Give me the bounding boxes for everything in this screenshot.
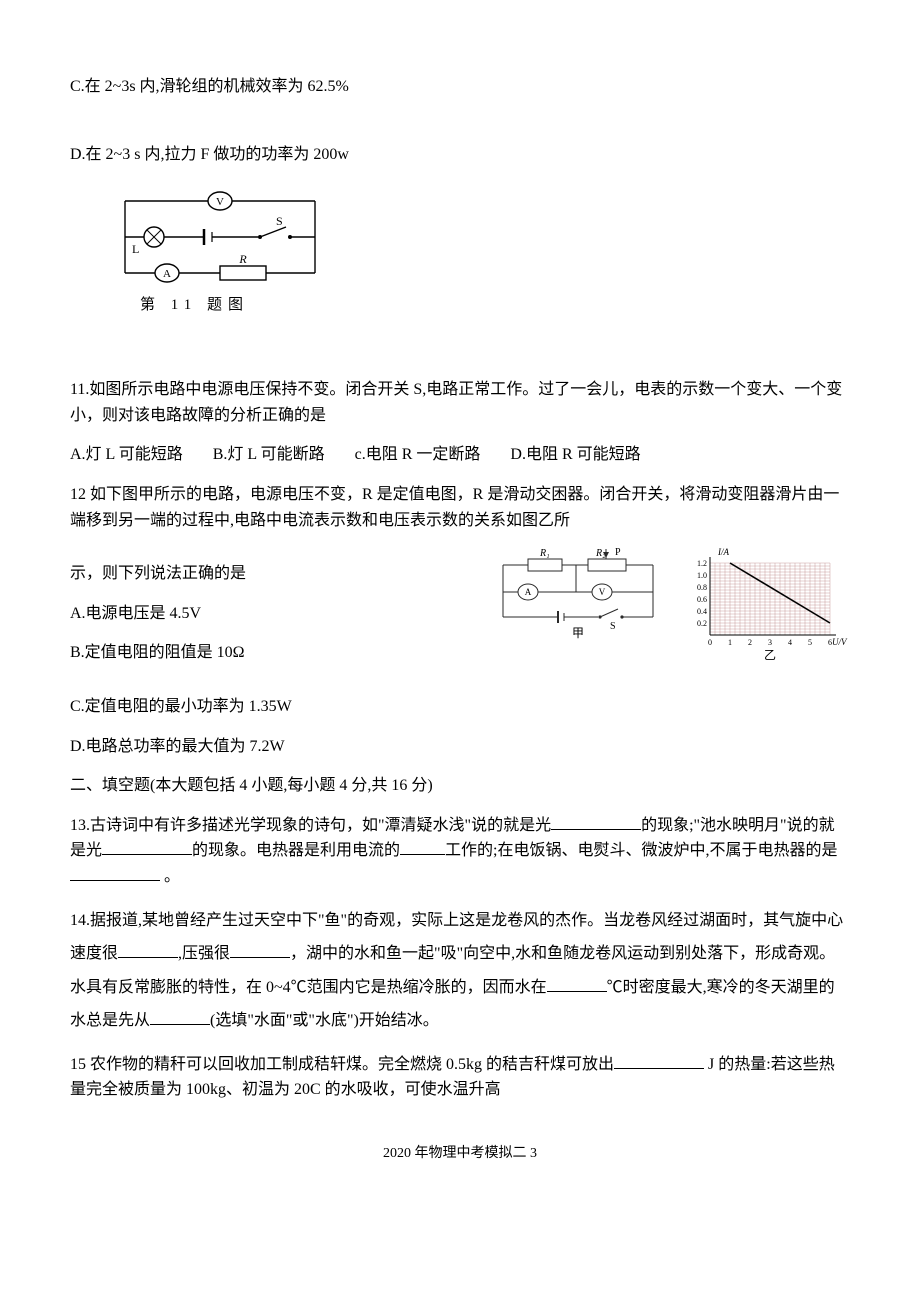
q13-blank-1 xyxy=(551,813,641,830)
q14-t5: (选填"水面"或"水底")开始结冰。 xyxy=(210,1012,439,1029)
svg-text:0.4: 0.4 xyxy=(697,607,707,616)
q14-blank-1 xyxy=(118,941,178,958)
q14-blank-2 xyxy=(230,941,290,958)
q14-blank-3 xyxy=(547,975,607,992)
svg-text:0.6: 0.6 xyxy=(697,595,707,604)
q14-blank-4 xyxy=(150,1008,210,1025)
q14: 14.据报道,某地曾经产生过天空中下"鱼"的奇观，实际上这是龙卷风的杰作。当龙卷… xyxy=(70,904,850,1038)
q13-t4: 工作的;在电饭锅、电熨斗、微波炉中,不属于电热器的是 xyxy=(445,842,837,859)
svg-text:R₁: R₁ xyxy=(539,548,550,559)
page-footer: 2020 年物理中考模拟二 3 xyxy=(70,1143,850,1165)
svg-text:1.0: 1.0 xyxy=(697,571,707,580)
svg-text:A: A xyxy=(525,587,532,597)
q13-blank-3 xyxy=(400,838,445,855)
q11-option-b: B.灯 L 可能断路 xyxy=(213,442,325,468)
q13-blank-2 xyxy=(102,838,192,855)
figure-11-svg: V L S A R xyxy=(100,187,340,287)
svg-text:S: S xyxy=(610,621,616,632)
section-2-heading: 二、填空题(本大题包括 4 小题,每小题 4 分,共 16 分) xyxy=(70,773,850,799)
figure-11-caption: 第 11 题图 xyxy=(140,293,850,317)
q13: 13.古诗词中有许多描述光学现象的诗句，如"潭清疑水浅"说的就是光的现象;"池水… xyxy=(70,813,850,890)
q13-blank-4 xyxy=(70,864,160,881)
q12-stem-1: 12 如下图甲所示的电路，电源电压不变，R 是定值电图，R 是滑动交困器。闭合开… xyxy=(70,482,850,533)
svg-text:3: 3 xyxy=(768,638,772,647)
svg-text:L: L xyxy=(132,242,139,256)
svg-text:0.2: 0.2 xyxy=(697,619,707,628)
q11-options: A.灯 L 可能短路 B.灯 L 可能断路 c.电阻 R 一定断路 D.电阻 R… xyxy=(70,442,850,468)
svg-text:P: P xyxy=(615,547,621,558)
q12-graph: 01234560.20.40.60.81.01.2I/AU/V乙 xyxy=(680,547,850,662)
q15: 15 农作物的精秆可以回收加工制成秸轩煤。完全燃烧 0.5kg 的秸吉秆煤可放出… xyxy=(70,1052,850,1103)
q12-option-b: B.定值电阻的阻值是 10Ω xyxy=(70,640,390,666)
svg-text:U/V: U/V xyxy=(832,637,848,647)
q10-option-d: D.在 2~3 s 内,拉力 F 做功的功率为 200w xyxy=(70,142,850,168)
q11-option-a: A.灯 L 可能短路 xyxy=(70,442,183,468)
svg-text:R: R xyxy=(238,252,247,266)
q11-stem: 11.如图所示电路中电源电压保持不变。闭合开关 S,电路正常工作。过了一会儿，电… xyxy=(70,377,850,428)
svg-text:A: A xyxy=(163,268,171,280)
q15-t1: 15 农作物的精秆可以回收加工制成秸轩煤。完全燃烧 0.5kg 的秸吉秆煤可放出 xyxy=(70,1056,614,1073)
q12-option-c: C.定值电阻的最小功率为 1.35W xyxy=(70,694,850,720)
q15-blank-1 xyxy=(614,1052,704,1069)
figure-11: V L S A R 第 11 题图 xyxy=(100,187,850,317)
svg-text:甲: 甲 xyxy=(572,626,584,640)
svg-text:I/A: I/A xyxy=(717,547,729,557)
q11-option-c: c.电阻 R 一定断路 xyxy=(355,442,481,468)
svg-text:0.8: 0.8 xyxy=(697,583,707,592)
q13-t1: 13.古诗词中有许多描述光学现象的诗句，如"潭清疑水浅"说的就是光 xyxy=(70,817,551,834)
q13-t5: 。 xyxy=(160,868,180,885)
q14-t2: ,压强很 xyxy=(178,945,230,962)
svg-text:V: V xyxy=(599,587,606,597)
q13-t3: 的现象。电热器是利用电流的 xyxy=(192,842,400,859)
svg-text:2: 2 xyxy=(748,638,752,647)
q10-option-c: C.在 2~3s 内,滑轮组的机械效率为 62.5% xyxy=(70,74,850,100)
svg-text:1.2: 1.2 xyxy=(697,559,707,568)
q11-option-d: D.电阻 R 可能短路 xyxy=(510,442,640,468)
svg-text:4: 4 xyxy=(788,638,792,647)
q12-option-d: D.电路总功率的最大值为 7.2W xyxy=(70,734,850,760)
svg-text:0: 0 xyxy=(708,638,712,647)
q12-stem-2: 示，则下列说法正确的是 xyxy=(70,561,390,587)
svg-text:1: 1 xyxy=(728,638,732,647)
q12-circuit-diagram: R₁R₂PAVS甲 xyxy=(488,547,668,642)
svg-text:乙: 乙 xyxy=(764,648,776,662)
svg-text:S: S xyxy=(276,214,283,228)
q12-option-a: A.电源电压是 4.5V xyxy=(70,601,390,627)
svg-text:5: 5 xyxy=(808,638,812,647)
svg-text:V: V xyxy=(216,196,224,208)
